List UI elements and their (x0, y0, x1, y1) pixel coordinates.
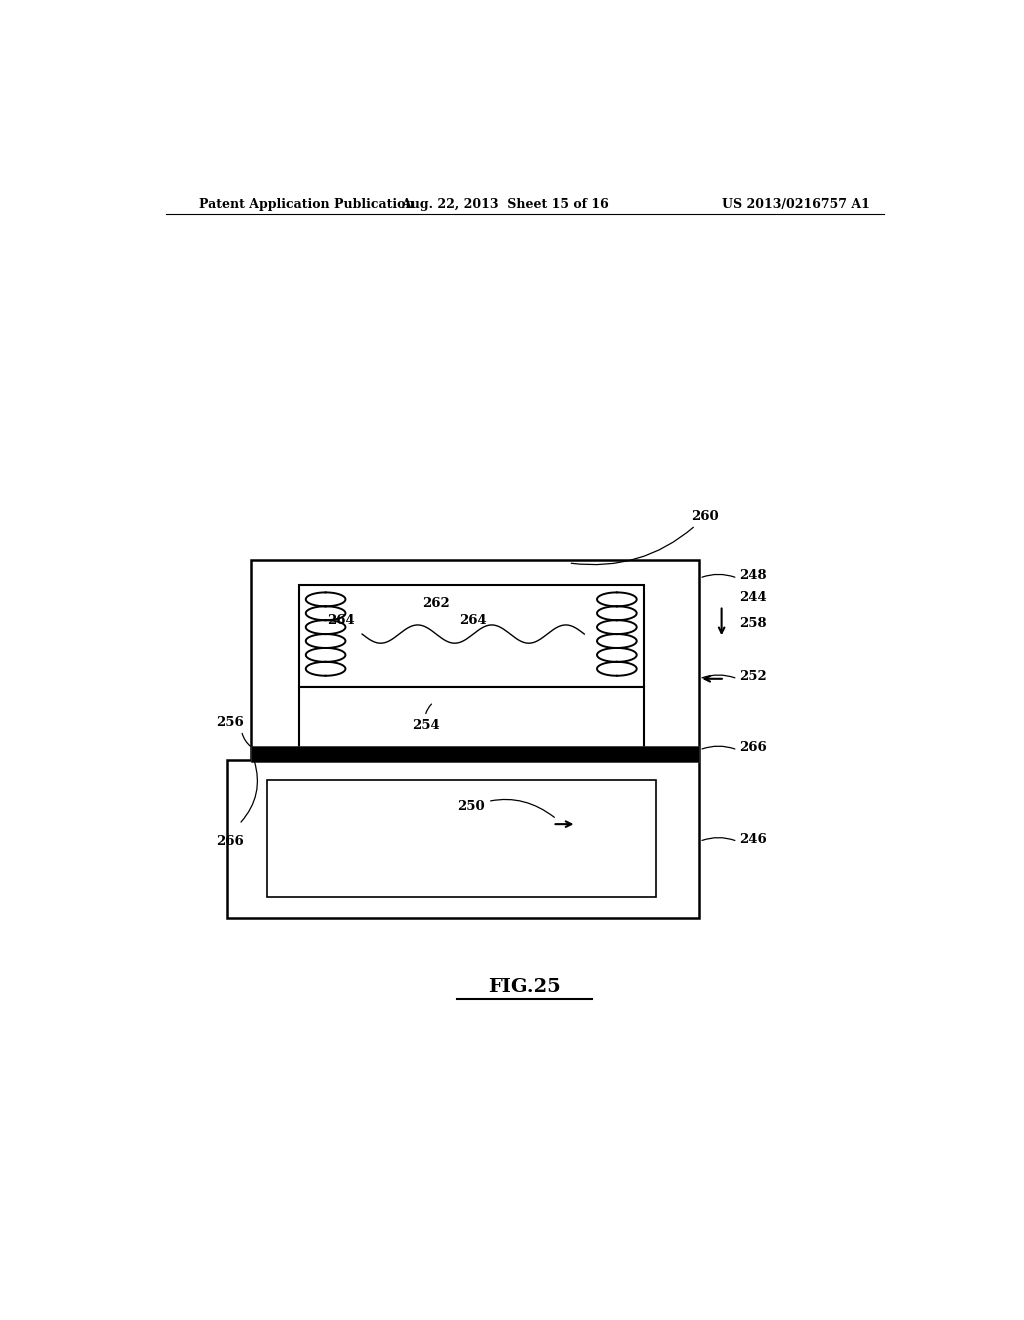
Text: 262: 262 (422, 597, 450, 610)
Bar (227, 760, 699, 917)
Text: 266: 266 (739, 742, 767, 755)
Text: 258: 258 (739, 618, 767, 631)
Text: 252: 252 (739, 671, 767, 684)
Bar (299, 686, 644, 748)
Bar (251, 746, 699, 762)
Text: 266: 266 (216, 836, 244, 847)
Text: 256: 256 (216, 715, 244, 729)
Text: 260: 260 (571, 510, 719, 565)
Text: FIG.25: FIG.25 (488, 978, 561, 995)
Text: Aug. 22, 2013  Sheet 15 of 16: Aug. 22, 2013 Sheet 15 of 16 (401, 198, 609, 211)
Text: 264: 264 (327, 614, 354, 627)
Text: 244: 244 (739, 591, 767, 605)
Text: Patent Application Publication: Patent Application Publication (200, 198, 415, 211)
Text: 250: 250 (458, 800, 554, 817)
Bar (251, 560, 699, 758)
Text: 264: 264 (460, 614, 487, 627)
Text: US 2013/0216757 A1: US 2013/0216757 A1 (722, 198, 870, 211)
Text: 248: 248 (739, 569, 767, 582)
Bar (267, 780, 655, 898)
Text: 254: 254 (412, 704, 439, 733)
Bar (299, 585, 644, 686)
Text: 246: 246 (739, 833, 767, 846)
